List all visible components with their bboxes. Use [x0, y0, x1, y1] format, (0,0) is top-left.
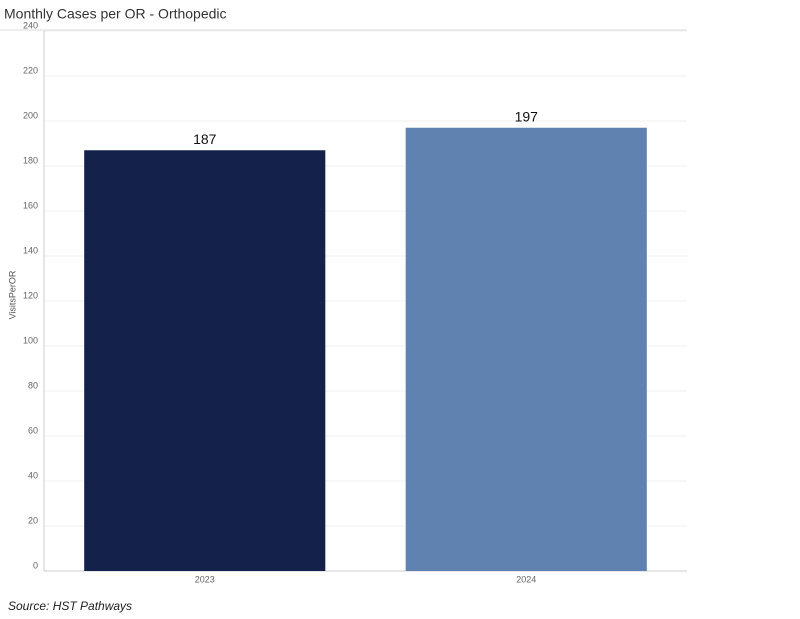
y-tick-label: 60: [28, 425, 38, 435]
bar: [405, 127, 647, 571]
y-tick-label: 0: [33, 560, 38, 570]
y-axis-label: VisitsPerOR: [7, 270, 17, 319]
y-tick-label: 220: [23, 65, 38, 75]
x-tick-label: 2023: [195, 574, 215, 584]
chart-title: Monthly Cases per OR - Orthopedic: [4, 6, 227, 22]
y-tick-label: 40: [28, 470, 38, 480]
y-tick-label: 100: [23, 335, 38, 345]
y-tick-label: 120: [23, 290, 38, 300]
source-note: Source: HST Pathways: [8, 599, 132, 613]
y-tick-label: 140: [23, 245, 38, 255]
y-tick-label: 20: [28, 515, 38, 525]
y-tick-label: 80: [28, 380, 38, 390]
x-tick-label: 2024: [516, 574, 536, 584]
y-tick-label: 160: [23, 200, 38, 210]
bar: [84, 150, 326, 571]
y-tick-label: 180: [23, 155, 38, 165]
y-tick-label: 240: [23, 20, 38, 30]
y-tick-label: 200: [23, 110, 38, 120]
data-label: 197: [515, 108, 539, 124]
data-label: 187: [193, 131, 217, 147]
